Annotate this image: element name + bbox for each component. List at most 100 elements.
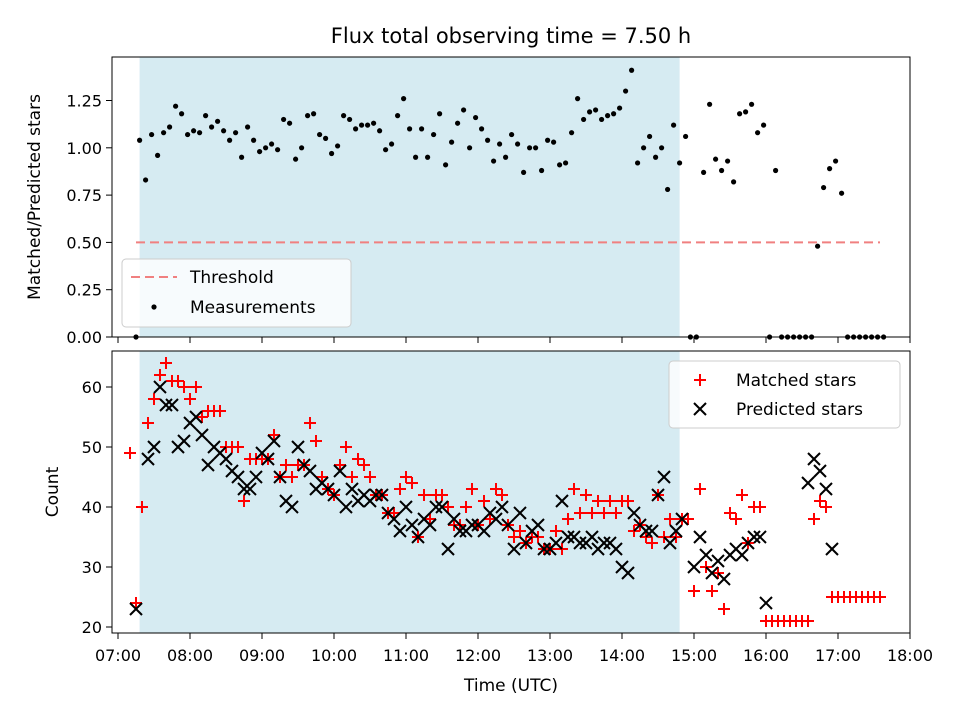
matched-star-point — [682, 513, 694, 525]
measurement-point — [143, 177, 149, 183]
matched-star-point — [508, 531, 520, 543]
measurement-point — [833, 158, 839, 164]
predicted-star-point — [333, 464, 347, 478]
predicted-star-point — [447, 512, 461, 526]
matched-star-point — [352, 453, 364, 465]
measurement-point — [683, 133, 689, 140]
predicted-star-point — [219, 452, 233, 466]
measurement-point — [509, 131, 515, 138]
measurement-point — [179, 111, 185, 117]
top-y-axis-label: Matched/Predicted stars — [25, 94, 45, 300]
x-tick-label: 15:00 — [671, 646, 717, 665]
measurement-point — [203, 113, 209, 119]
matched-legend-marker — [694, 374, 706, 386]
predicted-star-point — [165, 398, 179, 412]
x-tick-label: 09:00 — [239, 646, 285, 665]
predicted-star-point — [237, 482, 251, 496]
measurement-point — [491, 158, 497, 164]
predicted-star-point — [339, 500, 353, 514]
predicted-stars-series — [129, 380, 839, 616]
measurement-point — [161, 130, 167, 136]
measurement-point — [557, 162, 563, 168]
measurement-point — [383, 147, 389, 153]
predicted-star-point — [441, 542, 455, 556]
predicted-star-point — [693, 530, 707, 544]
matched-star-point — [580, 489, 592, 501]
predicted-star-point — [375, 488, 389, 502]
matched-star-point — [418, 489, 430, 501]
measurement-point — [545, 137, 551, 143]
predicted-star-point — [261, 452, 275, 466]
measurement-point — [389, 141, 395, 147]
matched-star-point — [358, 459, 370, 471]
matched-star-point — [610, 507, 622, 519]
measurement-point — [341, 113, 347, 119]
predicted-star-point — [267, 434, 281, 448]
x-tick-label: 07:00 — [95, 646, 141, 665]
measurement-point — [713, 156, 719, 162]
measurement-point — [677, 160, 683, 166]
measurement-point — [461, 107, 467, 113]
measurement-point — [659, 145, 665, 151]
measurement-point — [821, 184, 827, 191]
threshold-legend-label: Threshold — [189, 268, 274, 288]
measurement-point — [761, 122, 767, 128]
x-tick-label: 08:00 — [167, 646, 213, 665]
measurement-point — [425, 154, 431, 160]
predicted-star-point — [711, 554, 725, 568]
bottom-axes-frame — [111, 350, 911, 634]
predicted-star-point — [663, 536, 677, 550]
measurement-point — [359, 122, 365, 128]
measurement-point — [209, 124, 215, 130]
matched-star-point — [718, 603, 730, 615]
matched-star-point — [460, 501, 472, 513]
measurement-point — [251, 137, 257, 143]
matched-star-point — [178, 381, 190, 393]
predicted-star-point — [573, 536, 587, 550]
measurement-point — [257, 148, 263, 155]
x-tick-label: 16:00 — [743, 646, 789, 665]
measurement-point — [443, 162, 449, 168]
matched-star-point — [436, 489, 448, 501]
matched-star-point — [466, 483, 478, 495]
measurement-point — [473, 114, 479, 121]
predicted-star-point — [147, 440, 161, 454]
measurement-point — [773, 167, 779, 174]
predicted-star-point — [621, 566, 635, 580]
measurement-point — [611, 111, 617, 117]
matched-star-point — [268, 429, 280, 441]
measurement-point — [185, 131, 191, 138]
measurement-point — [485, 137, 491, 143]
measurement-point — [407, 126, 413, 132]
matched-star-point — [142, 417, 154, 429]
matched-star-point — [694, 483, 706, 495]
measurement-point — [719, 167, 725, 174]
predicted-star-point — [405, 518, 419, 532]
predicted-star-point — [627, 506, 641, 520]
measurement-point — [653, 154, 659, 160]
matched-star-point — [706, 585, 718, 597]
matched-star-point — [304, 417, 316, 429]
measurement-point — [305, 113, 311, 119]
predicted-star-point — [717, 572, 731, 586]
measurement-point — [701, 169, 707, 176]
matched-star-point — [154, 369, 166, 381]
measurement-point — [335, 143, 341, 149]
matched-star-point — [754, 501, 766, 513]
predicted-star-point — [345, 482, 359, 496]
measurement-point — [317, 131, 323, 138]
measurement-point — [467, 145, 473, 151]
measurement-point — [269, 141, 275, 147]
matched-star-point — [316, 471, 328, 483]
predicted-star-point — [195, 428, 209, 442]
matched-star-point — [490, 483, 502, 495]
predicted-star-point — [549, 536, 563, 550]
measurement-point — [569, 130, 575, 136]
measurement-point — [275, 147, 281, 153]
matched-star-point — [550, 525, 562, 537]
bottom-y-axis: 20 30 40 50 60 — [82, 378, 112, 637]
x-tick-label: 18:00 — [887, 646, 933, 665]
predicted-star-point — [519, 536, 533, 550]
measurement-point — [155, 152, 161, 158]
predicted-star-point — [285, 500, 299, 514]
